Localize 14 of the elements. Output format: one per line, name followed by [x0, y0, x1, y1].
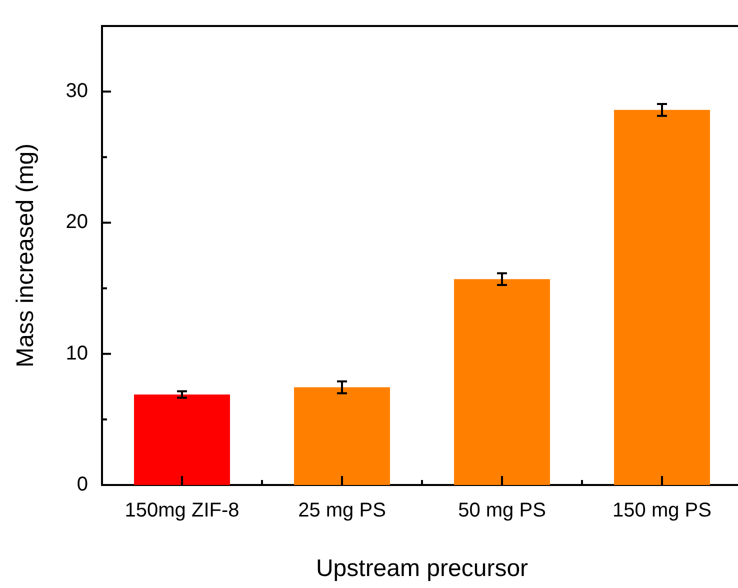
x-tick-label: 150mg ZIF-8 [124, 500, 240, 522]
x-tick-label: 25 mg PS [298, 500, 386, 522]
bar [614, 110, 710, 485]
y-tick-label: 0 [76, 474, 88, 496]
bar [294, 387, 390, 485]
y-axis-title: Mass increased (mg) [12, 143, 40, 368]
y-tick-label: 20 [66, 211, 88, 234]
bar [134, 394, 230, 485]
y-tick-label: 30 [66, 80, 88, 102]
x-tick-label: 150 mg PS [612, 500, 712, 522]
x-axis-title: Upstream precursor [316, 555, 528, 582]
bar [454, 279, 550, 485]
y-tick-label: 10 [66, 342, 88, 364]
x-tick-label: 50 mg PS [458, 500, 546, 522]
